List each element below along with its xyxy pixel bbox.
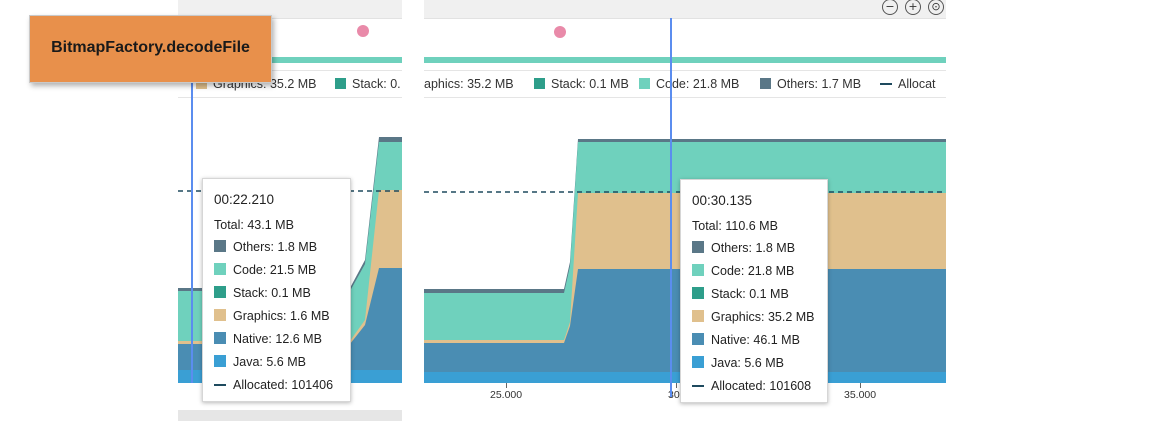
tooltip-time: 00:22.210 <box>214 192 275 207</box>
tooltip-row-label: Allocated: 101608 <box>711 379 812 393</box>
x-tick-label: 30 <box>668 389 680 401</box>
tooltip-row-native: Native: 12.6 MB <box>214 332 322 346</box>
tooltip-row-others: Others: 1.8 MB <box>214 240 317 254</box>
allocated-swatch <box>880 83 892 85</box>
tooltip-row-label: Code: 21.8 MB <box>711 264 795 278</box>
tooltip-total: Total: 110.6 MB <box>692 219 778 233</box>
callout-text: BitmapFactory.decodeFile <box>51 39 250 56</box>
tooltip-row-label: Java: 5.6 MB <box>233 355 306 369</box>
tooltip-row-graphics: Graphics: 1.6 MB <box>214 309 330 323</box>
tooltip-row-label: Stack: 0.1 MB <box>233 286 311 300</box>
graphics-swatch <box>692 310 704 322</box>
code-swatch <box>692 264 704 276</box>
stack-swatch <box>534 78 545 89</box>
right-event-dot[interactable] <box>554 26 566 38</box>
right-legend: aphics: 35.2 MB Stack: 0.1 MB Code: 21.8… <box>424 70 946 98</box>
native-swatch <box>692 333 704 345</box>
others-swatch <box>760 78 771 89</box>
stack-swatch <box>692 287 704 299</box>
left-top-strip <box>178 0 402 19</box>
x-tick-mark <box>860 383 861 388</box>
tooltip-row-code: Code: 21.5 MB <box>214 263 316 277</box>
legend-label: aphics: 35.2 MB <box>424 77 514 91</box>
tooltip-row-label: Graphics: 35.2 MB <box>711 310 815 324</box>
right-legend-graphics: aphics: 35.2 MB <box>424 77 514 91</box>
legend-label: Code: 21.8 MB <box>656 77 740 91</box>
zoom-controls: − + ⊙ <box>875 0 944 15</box>
zoom-in-icon[interactable]: + <box>905 0 921 15</box>
legend-label: Stack: 0.1 MB <box>551 77 629 91</box>
graphics-swatch <box>214 309 226 321</box>
method-callout-label: BitmapFactory.decodeFile <box>29 15 272 83</box>
graphics-swatch <box>196 78 207 89</box>
right-legend-stack: Stack: 0.1 MB <box>534 77 629 91</box>
allocated-swatch <box>214 384 226 386</box>
tooltip-row-label: Stack: 0.1 MB <box>711 287 789 301</box>
tooltip-row-graphics: Graphics: 35.2 MB <box>692 310 815 324</box>
tooltip-row-native: Native: 46.1 MB <box>692 333 800 347</box>
right-tooltip: 00:30.135 Total: 110.6 MB Others: 1.8 MB… <box>680 179 828 403</box>
code-swatch <box>639 78 650 89</box>
x-tick-mark <box>506 383 507 388</box>
x-tick-label: 25.000 <box>490 389 523 401</box>
tooltip-row-label: Graphics: 1.6 MB <box>233 309 330 323</box>
tooltip-row-code: Code: 21.8 MB <box>692 264 794 278</box>
tooltip-row-label: Native: 46.1 MB <box>711 333 800 347</box>
legend-label: Stack: 0. <box>352 77 401 91</box>
right-legend-others: Others: 1.7 MB <box>760 77 861 91</box>
tooltip-time: 00:30.135 <box>692 193 753 208</box>
legend-label: Allocat <box>898 77 936 91</box>
tooltip-row-java: Java: 5.6 MB <box>692 356 784 370</box>
tooltip-total: Total: 43.1 MB <box>214 218 294 232</box>
tooltip-row-label: Java: 5.6 MB <box>711 356 784 370</box>
x-tick-label: 35.000 <box>844 389 877 401</box>
tooltip-row-java: Java: 5.6 MB <box>214 355 306 369</box>
others-swatch <box>692 241 704 253</box>
left-memory-profiler-panel: Graphics: 35.2 MB Stack: 0. 00:22.210 To… <box>178 0 402 421</box>
legend-label: Others: 1.7 MB <box>777 77 862 91</box>
left-tooltip: 00:22.210 Total: 43.1 MB Others: 1.8 MB … <box>202 178 351 402</box>
tooltip-row-allocated: Allocated: 101406 <box>214 378 333 392</box>
right-legend-allocated: Allocat <box>880 77 936 91</box>
tooltip-row-label: Others: 1.8 MB <box>233 240 318 254</box>
zoom-out-icon[interactable]: − <box>882 0 898 15</box>
allocated-swatch <box>692 385 704 387</box>
tooltip-row-label: Code: 21.5 MB <box>233 263 317 277</box>
others-swatch <box>214 240 226 252</box>
right-legend-code: Code: 21.8 MB <box>639 77 739 91</box>
tooltip-row-label: Others: 1.8 MB <box>711 241 796 255</box>
java-swatch <box>214 355 226 367</box>
right-event-band <box>424 57 946 63</box>
tooltip-row-others: Others: 1.8 MB <box>692 241 795 255</box>
tooltip-row-stack: Stack: 0.1 MB <box>214 286 311 300</box>
stack-swatch <box>335 78 346 89</box>
x-tick-mark <box>676 383 677 388</box>
right-time-cursor <box>670 18 672 397</box>
tooltip-row-stack: Stack: 0.1 MB <box>692 287 789 301</box>
java-swatch <box>692 356 704 368</box>
left-legend-stack: Stack: 0. <box>335 77 401 91</box>
tooltip-row-label: Native: 12.6 MB <box>233 332 322 346</box>
left-event-band <box>178 57 402 63</box>
native-swatch <box>214 332 226 344</box>
left-event-dot[interactable] <box>357 25 369 37</box>
code-swatch <box>214 263 226 275</box>
stack-swatch <box>214 286 226 298</box>
left-scrollbar[interactable] <box>178 410 402 421</box>
zoom-reset-icon[interactable]: ⊙ <box>928 0 944 15</box>
tooltip-row-allocated: Allocated: 101608 <box>692 379 811 393</box>
tooltip-row-label: Allocated: 101406 <box>233 378 334 392</box>
right-top-strip <box>424 0 946 19</box>
left-time-cursor <box>191 18 193 383</box>
right-memory-profiler-panel: − + ⊙ aphics: 35.2 MB Stack: 0.1 MB Code: … <box>424 0 946 421</box>
